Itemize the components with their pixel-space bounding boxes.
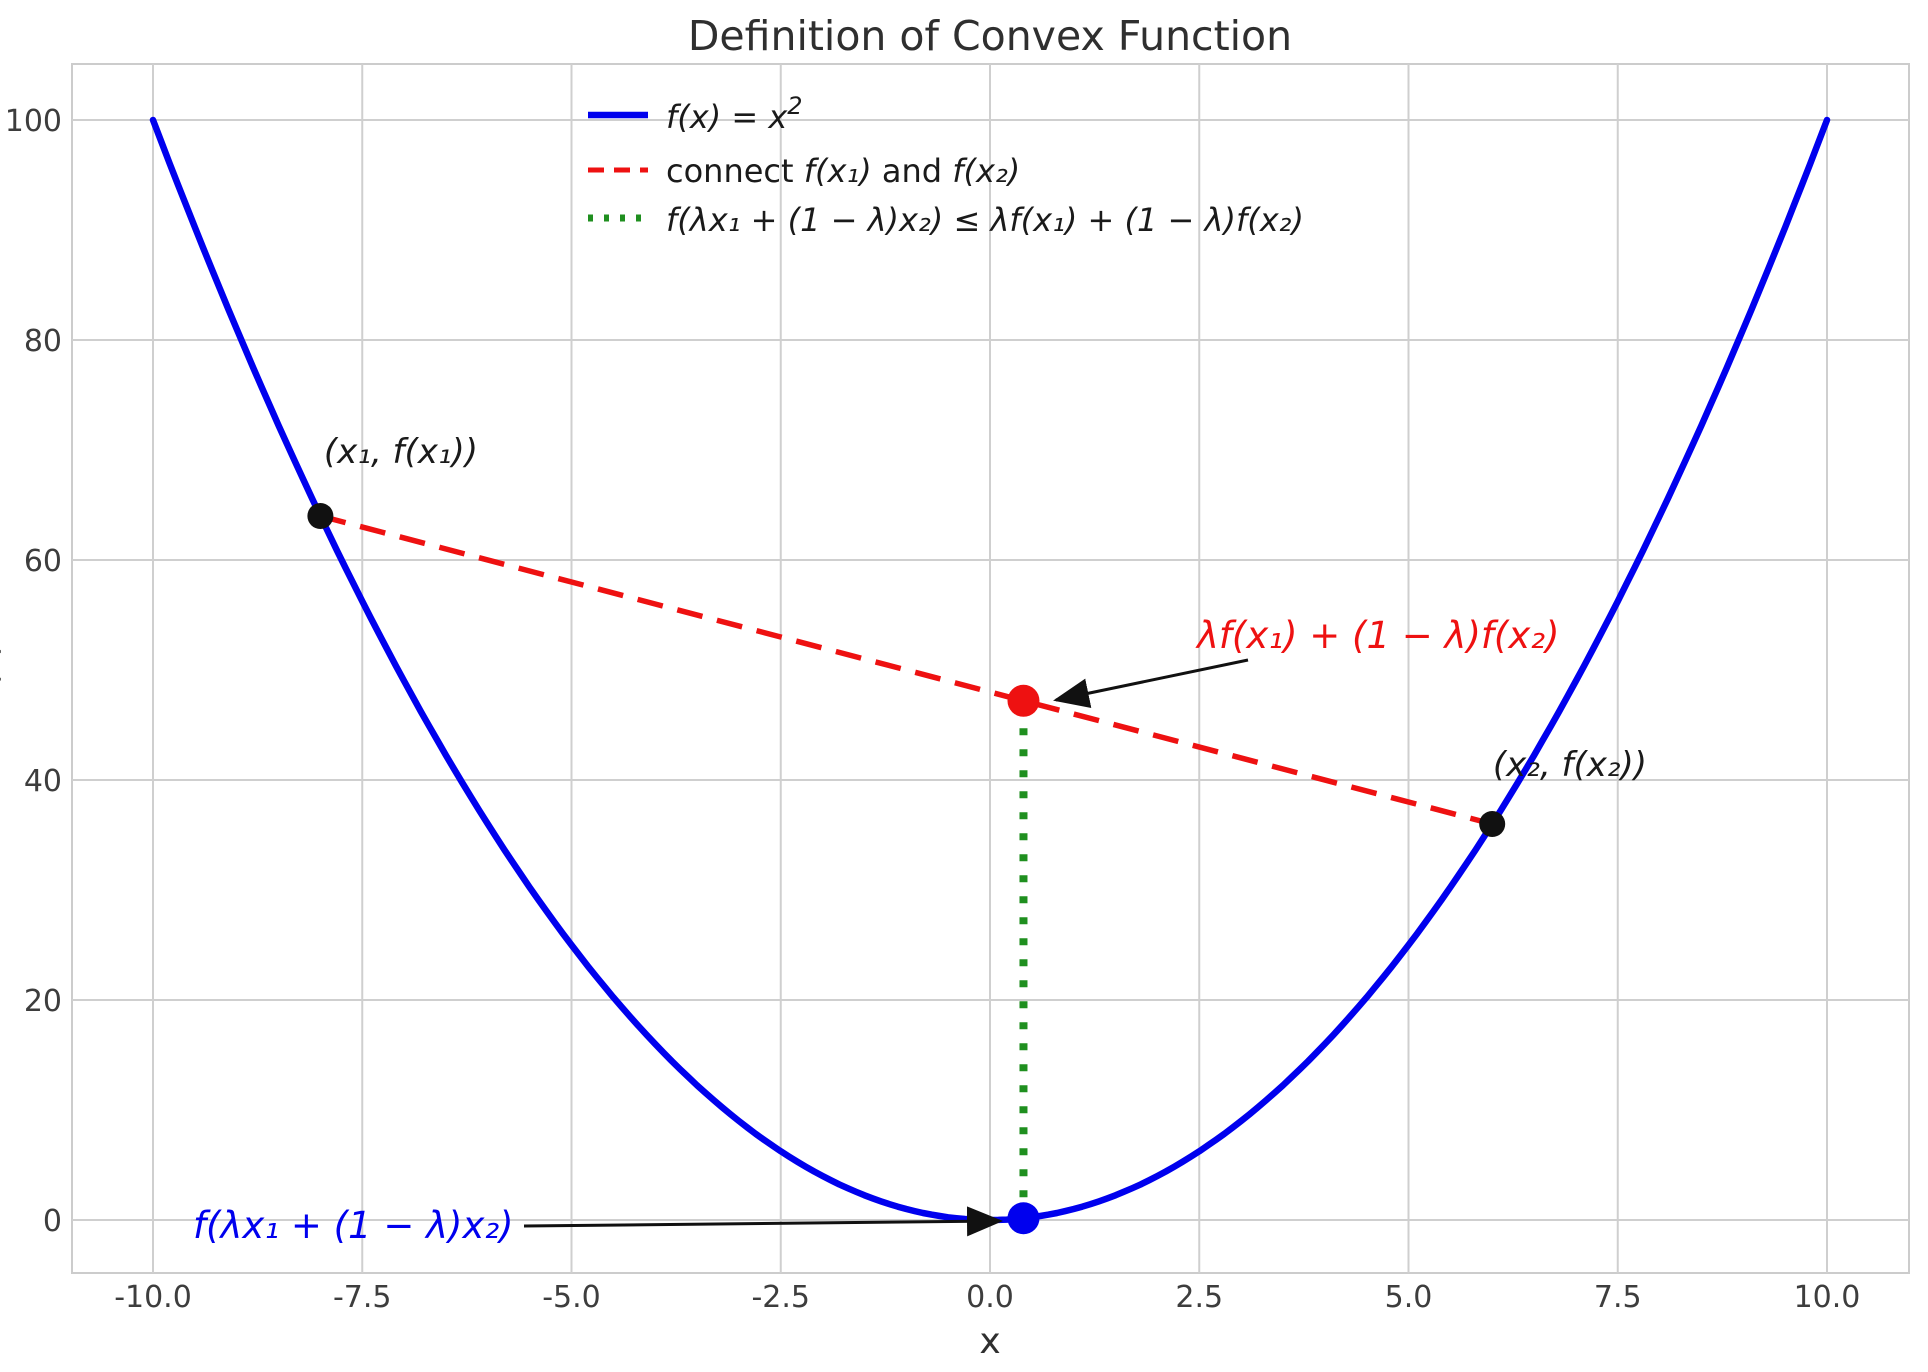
x-tick-label: 5.0: [1385, 1280, 1433, 1315]
x-axis-label: x: [979, 1321, 1000, 1362]
y-tick-label: 40: [24, 764, 62, 799]
y-tick-label: 0: [43, 1204, 62, 1239]
x-tick-label: 10.0: [1794, 1280, 1861, 1315]
annotation-p2-label: (x₂, f(x₂)): [1493, 745, 1647, 785]
x-tick-label: -5.0: [542, 1280, 601, 1315]
y-tick-label: 100: [5, 104, 62, 139]
marker-p1: [307, 503, 334, 529]
annotation-chord-value-label: λf(x₁) + (1 − λ)f(x₂): [1195, 614, 1560, 657]
annotation-function-value-label: f(λx₁ + (1 − λ)x₂): [193, 1204, 514, 1247]
legend-curve-label: f(x) = x2: [666, 92, 803, 136]
x-tick-label: -10.0: [114, 1280, 192, 1315]
marker-curve-point: [1007, 1202, 1040, 1235]
function-value-label-arrow: [523, 1206, 1003, 1237]
legend-inequality-label: f(λx₁ + (1 − λ)x₂) ≤ λf(x₁) + (1 − λ)f(x…: [666, 201, 1304, 239]
markers-layer: [307, 503, 1506, 1235]
y-axis-label: f(x): [0, 637, 5, 699]
annotation-p1-label: (x₁, f(x₁)): [324, 432, 478, 472]
chord-value-label-arrow: [1053, 658, 1249, 708]
x-tick-labels: -10.0 -7.5 -5.0 -2.5 0.0 2.5 5.0 7.5 10.0: [114, 1280, 1860, 1315]
marker-chord-point: [1007, 684, 1040, 717]
legend-secant-label: connect f(x₁) and f(x₂): [666, 152, 1020, 190]
x-tick-label: 2.5: [1175, 1280, 1223, 1315]
x-tick-label: -2.5: [751, 1280, 810, 1315]
y-tick-label: 20: [24, 984, 62, 1019]
x-tick-label: -7.5: [333, 1280, 392, 1315]
legend: f(x) = x2 connect f(x₁) and f(x₂) f(λx₁ + …: [588, 92, 1304, 239]
secant-line: [319, 513, 1493, 827]
y-tick-label: 60: [24, 544, 62, 579]
annotations-layer: (x₁, f(x₁)) (x₂, f(x₂)) λf(x₁) + (1 − λ)f(…: [193, 432, 1647, 1247]
y-tick-labels: 0 20 40 60 80 100: [5, 104, 62, 1239]
x-tick-label: 7.5: [1594, 1280, 1642, 1315]
chart-title: Definition of Convex Function: [688, 12, 1292, 60]
y-tick-label: 80: [24, 324, 62, 359]
marker-p2: [1479, 811, 1506, 837]
x-tick-label: 0.0: [966, 1280, 1014, 1315]
